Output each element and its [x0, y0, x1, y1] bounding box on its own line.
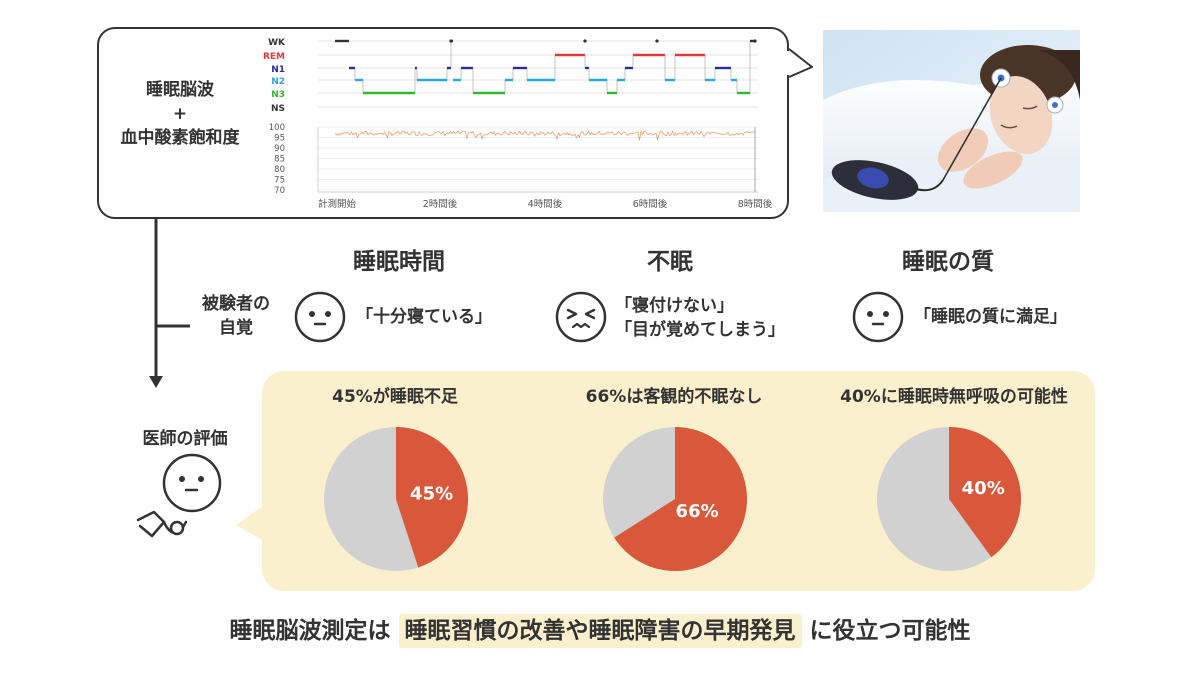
time-tick-labels: 計測開始 2時間後 4時間後 6時間後 8時間後 [318, 198, 773, 210]
pie-chart-apnea: 40% [877, 427, 1022, 571]
stage-label-wk: WK [268, 38, 286, 48]
time-tick-3: 6時間後 [633, 198, 668, 210]
wake-marker [449, 39, 453, 43]
pie-value-label: 66% [676, 501, 719, 522]
content-face-icon-2 [852, 291, 904, 343]
pie-highlight-slice [949, 427, 1022, 558]
heading-sleep-quality: 睡眠の質 [902, 249, 994, 275]
stage-label-n2: N2 [271, 77, 285, 87]
self-awareness-label: 被験者の 自覚 [186, 292, 286, 340]
pie-chart-sleep-deprivation: 45% [324, 427, 469, 571]
pie-title-sleep-deprivation: 45%が睡眠不足 [332, 387, 458, 407]
conclusion-after: に役立つ可能性 [809, 618, 971, 644]
pie-title-no-insomnia: 66%は客観的不眠なし [585, 387, 763, 407]
stage-labels: WK REM N1 N2 N3 NS [263, 38, 286, 114]
sleeping-person-photo [823, 30, 1080, 212]
eeg-label-line-2: + [172, 104, 188, 124]
speech-box-tail [786, 48, 813, 78]
pie-value-label: 45% [410, 483, 453, 504]
conclusion-text: 睡眠脳波測定は 睡眠習慣の改善や睡眠障害の早期発見 に役立つ可能性 [0, 611, 1200, 648]
stage-label-rem: REM [263, 52, 285, 62]
pie-highlight-slice [396, 427, 469, 568]
eeg-label-line-3: 血中酸素飽和度 [120, 128, 240, 148]
eeg-label-line-1: 睡眠脳波 [146, 80, 214, 100]
spo2-tick-100: 100 [269, 123, 285, 133]
spo2-trace [334, 127, 756, 192]
wake-marker [753, 39, 757, 43]
eeg-speech-box [97, 27, 789, 219]
self-label-line-2: 自覚 [219, 318, 253, 338]
time-tick-1: 2時間後 [423, 198, 458, 210]
spo2-tick-70: 70 [274, 186, 285, 196]
stage-label-n1: N1 [271, 65, 285, 75]
wake-marker [583, 39, 587, 43]
time-tick-0: 計測開始 [318, 198, 357, 210]
spo2-tick-95: 95 [274, 134, 285, 144]
spo2-tick-75: 75 [274, 176, 285, 186]
doctor-evaluation-label: 医師の評価 [142, 429, 228, 449]
distressed-face-icon [555, 291, 607, 343]
spo2-tick-85: 85 [274, 155, 285, 165]
pie-title-apnea: 40%に睡眠時無呼吸の可能性 [840, 387, 1068, 407]
content-face-icon [294, 291, 346, 343]
spo2-tick-90: 90 [274, 144, 285, 154]
heading-sleep-duration: 睡眠時間 [353, 249, 445, 275]
stage-traces [335, 39, 757, 95]
pie-highlight-slice [614, 427, 748, 571]
time-tick-4: 8時間後 [738, 198, 773, 210]
chart-grid [317, 40, 758, 193]
heading-insomnia: 不眠 [647, 249, 693, 275]
stage-label-ns: NS [271, 104, 285, 114]
quote-insomnia-line-2: 「目が覚めてしまう」 [615, 320, 785, 340]
self-label-line-1: 被験者の [202, 294, 270, 314]
eeg-measure-label: 睡眠脳波 + 血中酸素飽和度 [100, 78, 260, 150]
quote-insomnia-line-1: 「寝付けない」 [615, 296, 734, 316]
doctor-icon [136, 453, 222, 538]
spo2-line [334, 129, 756, 141]
spo2-tick-80: 80 [274, 165, 285, 175]
stage-label-n3: N3 [271, 90, 285, 100]
pie-chart-no-insomnia: 66% [603, 427, 748, 571]
quote-insomnia: 「寝付けない」 「目が覚めてしまう」 [615, 294, 785, 342]
wake-marker [655, 39, 659, 43]
conclusion-before: 睡眠脳波測定は [229, 618, 391, 644]
pie-value-label: 40% [962, 478, 1005, 499]
time-tick-2: 4時間後 [528, 198, 563, 210]
flow-arrow [149, 218, 190, 388]
quote-sleep-duration: 「十分寝ている」 [356, 307, 492, 327]
conclusion-highlight: 睡眠習慣の改善や睡眠障害の早期発見 [398, 614, 802, 648]
panel-tail [236, 505, 264, 541]
quote-sleep-quality: 「睡眠の質に満足」 [914, 307, 1067, 327]
